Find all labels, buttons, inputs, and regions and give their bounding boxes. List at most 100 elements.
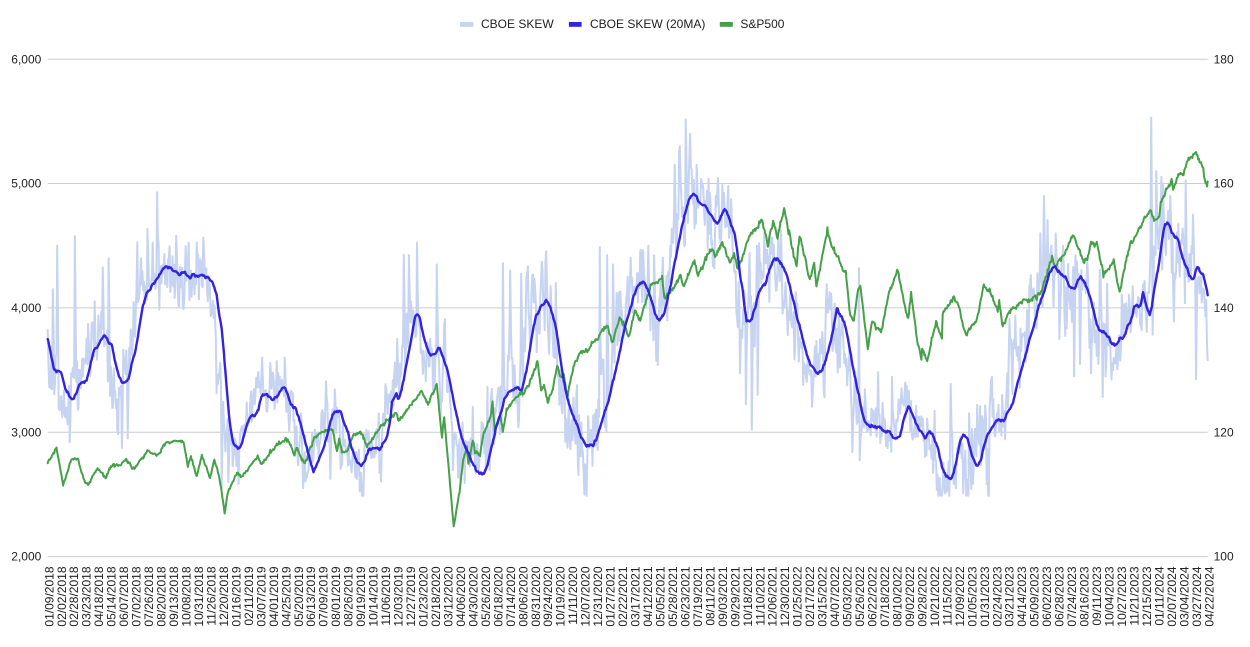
svg-text:03/23/2018: 03/23/2018	[80, 566, 94, 626]
svg-text:10/04/2023: 10/04/2023	[1103, 566, 1117, 626]
svg-text:09/24/2020: 09/24/2020	[541, 566, 555, 626]
svg-text:04/25/2019: 04/25/2019	[279, 566, 293, 626]
svg-text:03/04/2024: 03/04/2024	[1177, 566, 1191, 626]
svg-text:02/11/2019: 02/11/2019	[242, 566, 256, 625]
svg-text:03/17/2021: 03/17/2021	[629, 566, 643, 626]
svg-text:06/18/2020: 06/18/2020	[491, 566, 505, 626]
svg-text:08/01/2019: 08/01/2019	[329, 566, 343, 626]
svg-text:10/18/2021: 10/18/2021	[741, 566, 755, 626]
svg-text:140: 140	[1214, 301, 1234, 315]
svg-text:02/28/2018: 02/28/2018	[67, 566, 81, 626]
svg-text:06/02/2023: 06/02/2023	[1040, 566, 1054, 626]
svg-text:06/22/2022: 06/22/2022	[866, 566, 880, 626]
svg-text:05/26/2020: 05/26/2020	[479, 566, 493, 626]
svg-text:02/24/2023: 02/24/2023	[990, 566, 1004, 626]
svg-text:08/31/2020: 08/31/2020	[529, 566, 543, 626]
svg-text:160: 160	[1214, 177, 1234, 191]
svg-text:12/27/2019: 12/27/2019	[404, 566, 418, 626]
svg-text:08/11/2021: 08/11/2021	[703, 566, 717, 625]
svg-text:11/26/2018: 11/26/2018	[205, 566, 219, 625]
svg-text:07/18/2022: 07/18/2022	[878, 566, 892, 626]
svg-text:08/06/2020: 08/06/2020	[516, 566, 530, 626]
svg-text:100: 100	[1214, 550, 1234, 564]
svg-text:04/07/2022: 04/07/2022	[828, 566, 842, 626]
svg-text:12/07/2020: 12/07/2020	[579, 566, 593, 626]
svg-text:2,000: 2,000	[11, 550, 41, 564]
svg-text:5,000: 5,000	[11, 177, 41, 191]
svg-text:01/09/2018: 01/09/2018	[42, 566, 56, 626]
svg-text:07/26/2018: 07/26/2018	[142, 566, 156, 626]
svg-text:04/18/2018: 04/18/2018	[92, 566, 106, 626]
svg-text:04/14/2023: 04/14/2023	[1015, 566, 1029, 626]
svg-text:05/26/2022: 05/26/2022	[853, 566, 867, 626]
svg-text:06/13/2019: 06/13/2019	[304, 566, 318, 626]
svg-text:05/20/2019: 05/20/2019	[292, 566, 306, 626]
svg-text:09/11/2023: 09/11/2023	[1090, 566, 1104, 625]
svg-text:01/23/2020: 01/23/2020	[417, 566, 431, 626]
svg-text:03/07/2019: 03/07/2019	[254, 566, 268, 626]
svg-text:04/06/2020: 04/06/2020	[454, 566, 468, 626]
svg-text:04/22/2024: 04/22/2024	[1202, 566, 1216, 626]
svg-text:07/02/2018: 07/02/2018	[130, 566, 144, 626]
svg-text:10/21/2022: 10/21/2022	[928, 566, 942, 626]
svg-text:06/28/2023: 06/28/2023	[1053, 566, 1067, 626]
svg-text:4,000: 4,000	[11, 301, 41, 315]
svg-text:10/27/2023: 10/27/2023	[1115, 566, 1129, 626]
svg-text:01/11/2024: 01/11/2024	[1152, 566, 1166, 625]
svg-text:05/03/2022: 05/03/2022	[841, 566, 855, 626]
svg-text:11/11/2020: 11/11/2020	[566, 566, 580, 625]
svg-text:06/07/2018: 06/07/2018	[117, 566, 131, 626]
svg-text:11/15/2022: 11/15/2022	[940, 566, 954, 625]
svg-text:04/30/2020: 04/30/2020	[466, 566, 480, 626]
svg-text:10/19/2020: 10/19/2020	[554, 566, 568, 626]
svg-text:11/06/2019: 11/06/2019	[379, 566, 393, 625]
svg-text:10/08/2018: 10/08/2018	[180, 566, 194, 626]
svg-text:07/09/2019: 07/09/2019	[317, 566, 331, 626]
svg-text:09/13/2018: 09/13/2018	[167, 566, 181, 626]
svg-text:08/10/2022: 08/10/2022	[891, 566, 905, 626]
svg-text:S&P500: S&P500	[740, 17, 784, 31]
svg-text:09/29/2021: 09/29/2021	[728, 566, 742, 626]
svg-text:11/10/2021: 11/10/2021	[753, 566, 767, 625]
svg-text:07/19/2021: 07/19/2021	[691, 566, 705, 626]
svg-text:01/31/2023: 01/31/2023	[978, 566, 992, 626]
svg-text:12/03/2019: 12/03/2019	[392, 566, 406, 626]
svg-text:6,000: 6,000	[11, 52, 41, 66]
svg-text:CBOE SKEW (20MA): CBOE SKEW (20MA)	[590, 17, 705, 31]
svg-text:09/03/2021: 09/03/2021	[716, 566, 730, 626]
svg-text:120: 120	[1214, 425, 1234, 439]
svg-text:08/16/2023: 08/16/2023	[1078, 566, 1092, 626]
svg-text:03/12/2020: 03/12/2020	[441, 566, 455, 626]
svg-text:07/24/2023: 07/24/2023	[1065, 566, 1079, 626]
svg-text:12/09/2022: 12/09/2022	[953, 566, 967, 626]
svg-text:11/21/2023: 11/21/2023	[1128, 566, 1142, 625]
svg-text:09/28/2022: 09/28/2022	[915, 566, 929, 626]
svg-text:08/26/2019: 08/26/2019	[342, 566, 356, 626]
svg-text:05/14/2018: 05/14/2018	[105, 566, 119, 626]
svg-text:12/31/2020: 12/31/2020	[591, 566, 605, 626]
svg-text:12/15/2023: 12/15/2023	[1140, 566, 1154, 626]
svg-text:03/15/2022: 03/15/2022	[816, 566, 830, 626]
svg-text:04/12/2021: 04/12/2021	[641, 566, 655, 626]
svg-text:03/27/2024: 03/27/2024	[1190, 566, 1204, 626]
svg-text:02/22/2021: 02/22/2021	[616, 566, 630, 626]
svg-text:12/30/2021: 12/30/2021	[778, 566, 792, 626]
svg-text:04/01/2019: 04/01/2019	[267, 566, 281, 626]
svg-text:05/05/2021: 05/05/2021	[654, 566, 668, 626]
svg-text:07/14/2020: 07/14/2020	[504, 566, 518, 626]
svg-text:180: 180	[1214, 52, 1234, 66]
svg-text:01/25/2022: 01/25/2022	[791, 566, 805, 626]
svg-text:01/16/2019: 01/16/2019	[229, 566, 243, 626]
svg-text:03/21/2023: 03/21/2023	[1003, 566, 1017, 626]
svg-text:05/28/2021: 05/28/2021	[666, 566, 680, 626]
svg-text:06/23/2021: 06/23/2021	[678, 566, 692, 626]
svg-text:09/19/2019: 09/19/2019	[354, 566, 368, 626]
svg-text:01/05/2023: 01/05/2023	[965, 566, 979, 626]
svg-text:02/07/2024: 02/07/2024	[1165, 566, 1179, 626]
svg-text:05/09/2023: 05/09/2023	[1028, 566, 1042, 626]
svg-text:09/02/2022: 09/02/2022	[903, 566, 917, 626]
svg-text:12/06/2021: 12/06/2021	[766, 566, 780, 626]
svg-text:02/18/2020: 02/18/2020	[429, 566, 443, 626]
svg-text:02/17/2022: 02/17/2022	[803, 566, 817, 626]
svg-text:10/31/2018: 10/31/2018	[192, 566, 206, 626]
